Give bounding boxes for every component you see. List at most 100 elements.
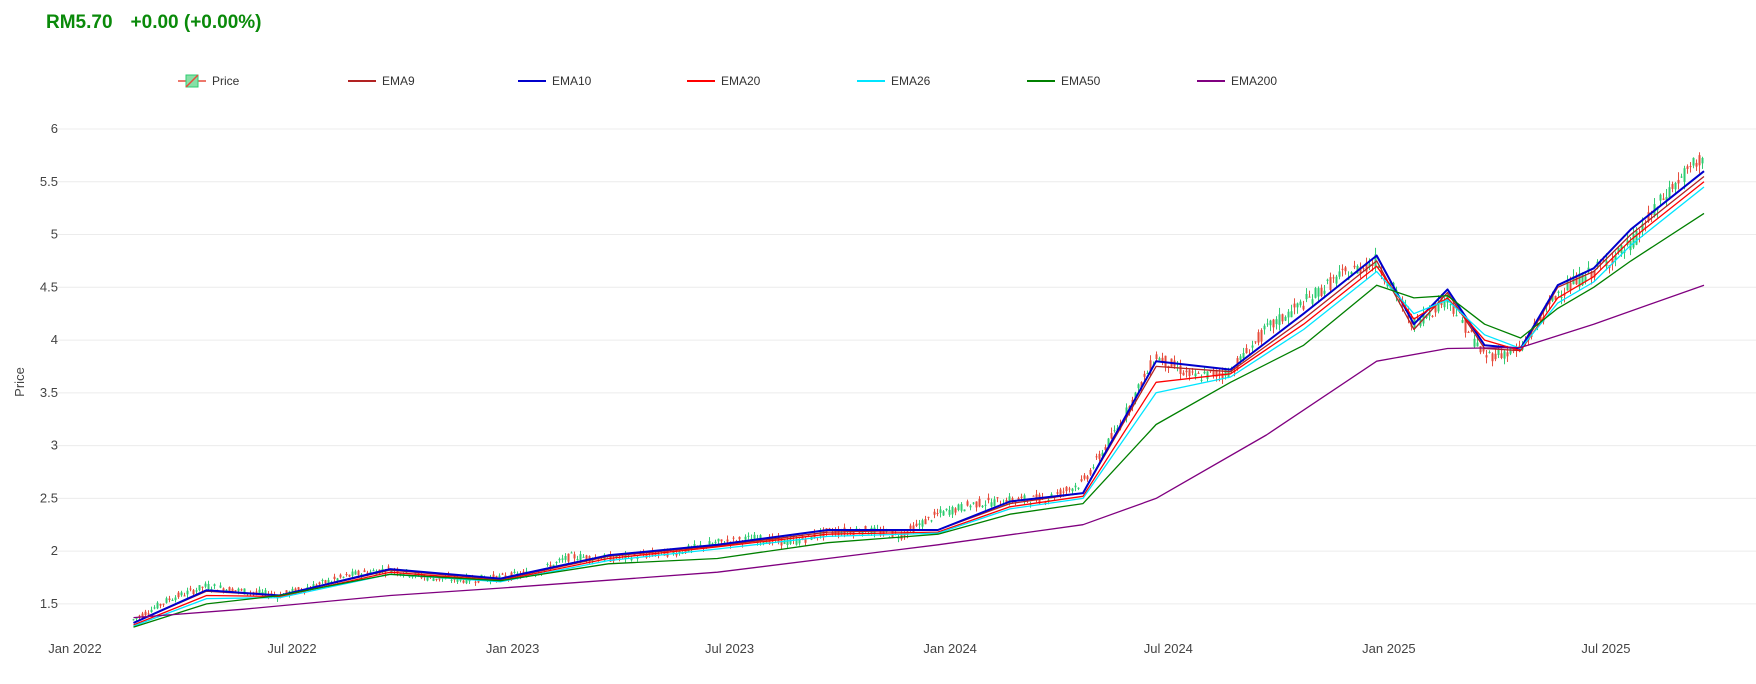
line-legend-icon bbox=[857, 80, 885, 82]
candle-body bbox=[981, 505, 984, 508]
candle-body bbox=[222, 588, 225, 592]
candle-body bbox=[1680, 176, 1683, 178]
candle-body bbox=[579, 554, 582, 561]
candle-body bbox=[1284, 316, 1287, 321]
candle-body bbox=[1179, 365, 1182, 374]
legend-label: EMA10 bbox=[552, 74, 592, 88]
candle-body bbox=[234, 590, 237, 592]
candle-body bbox=[1149, 360, 1152, 373]
candle-body bbox=[1032, 495, 1035, 497]
candle-body bbox=[354, 571, 357, 575]
candle-body bbox=[1047, 499, 1050, 501]
candle-body bbox=[1083, 475, 1086, 479]
y-axis-label: Price bbox=[12, 367, 27, 397]
candle-body bbox=[498, 575, 501, 578]
candle-body bbox=[1092, 467, 1095, 469]
candle-body bbox=[786, 539, 789, 545]
candle-body bbox=[336, 578, 339, 581]
candle-body bbox=[1296, 303, 1299, 308]
candle-body bbox=[1359, 267, 1362, 274]
y-tick-label: 4 bbox=[51, 332, 58, 347]
candle-body bbox=[1389, 281, 1392, 288]
candle-body bbox=[255, 591, 258, 593]
candle-body bbox=[1506, 352, 1509, 357]
candle-body bbox=[1578, 273, 1581, 287]
legend-label: EMA9 bbox=[382, 74, 415, 88]
candle-body bbox=[513, 571, 516, 573]
candle-body bbox=[450, 579, 453, 581]
candle-body bbox=[555, 562, 558, 564]
candle-body bbox=[1482, 347, 1485, 352]
candle-body bbox=[939, 509, 942, 513]
candle-body bbox=[1290, 311, 1293, 318]
candle-body bbox=[522, 571, 525, 573]
candle-body bbox=[582, 556, 585, 558]
legend-label: EMA20 bbox=[721, 74, 761, 88]
legend-item-ema200[interactable]: EMA200 bbox=[1197, 74, 1277, 88]
candle-body bbox=[1470, 330, 1473, 332]
legend-item-ema9[interactable]: EMA9 bbox=[348, 74, 415, 88]
candle-body bbox=[732, 537, 735, 539]
candle-body bbox=[435, 578, 438, 580]
candle-body bbox=[1206, 371, 1209, 379]
candle-body bbox=[1353, 265, 1356, 268]
candle-body bbox=[1479, 346, 1482, 353]
candle-body bbox=[558, 558, 561, 561]
candle-body bbox=[1044, 502, 1047, 504]
candle-body bbox=[1362, 268, 1365, 270]
candle-body bbox=[1554, 295, 1557, 300]
legend-item-ema26[interactable]: EMA26 bbox=[857, 74, 930, 88]
x-tick-label: Jan 2024 bbox=[923, 641, 977, 656]
candle-body bbox=[1146, 372, 1149, 374]
candle-body bbox=[897, 537, 900, 539]
x-tick-label: Jan 2022 bbox=[48, 641, 102, 656]
candle-body bbox=[1074, 485, 1077, 488]
candle-body bbox=[363, 570, 366, 572]
legend-item-price[interactable]: Price bbox=[178, 74, 239, 88]
candle-body bbox=[1254, 341, 1257, 343]
candle-body bbox=[630, 557, 633, 561]
candle-body bbox=[1569, 282, 1572, 291]
candle-body bbox=[264, 590, 267, 594]
candle-body bbox=[1674, 183, 1677, 190]
candle-body bbox=[1497, 349, 1500, 355]
candle-body bbox=[831, 531, 834, 534]
candle-body bbox=[324, 580, 327, 584]
legend-item-ema50[interactable]: EMA50 bbox=[1027, 74, 1100, 88]
candle-body bbox=[1203, 371, 1206, 374]
candle-body bbox=[291, 588, 294, 594]
candle-body bbox=[1548, 301, 1551, 305]
candle-body bbox=[474, 581, 477, 583]
candle-body bbox=[972, 502, 975, 504]
candle-body bbox=[231, 588, 234, 593]
candle-body bbox=[1503, 351, 1506, 359]
candle-body bbox=[801, 536, 804, 540]
legend-item-ema20[interactable]: EMA20 bbox=[687, 74, 760, 88]
candle-body bbox=[1686, 166, 1689, 169]
candle-body bbox=[864, 525, 867, 532]
candle-body bbox=[933, 511, 936, 515]
candle-body bbox=[1056, 492, 1059, 494]
candle-body bbox=[1107, 438, 1110, 447]
candle-body bbox=[963, 509, 966, 512]
line-legend-icon bbox=[348, 80, 376, 82]
candle-body bbox=[1065, 486, 1068, 492]
candle-body bbox=[1494, 353, 1497, 360]
candle-body bbox=[1095, 456, 1098, 458]
candle-body bbox=[564, 556, 567, 560]
line-legend-icon bbox=[687, 80, 715, 82]
candle-body bbox=[852, 530, 855, 535]
y-tick-label: 3.5 bbox=[40, 385, 58, 400]
candle-body bbox=[1182, 372, 1185, 376]
legend-item-ema10[interactable]: EMA10 bbox=[518, 74, 591, 88]
candle-body bbox=[1473, 338, 1476, 347]
candle-body bbox=[675, 553, 678, 556]
candle-body bbox=[177, 592, 180, 598]
candle-body bbox=[1452, 304, 1455, 314]
candle-body bbox=[1434, 303, 1437, 313]
ema-lines bbox=[133, 170, 1705, 628]
candle-body bbox=[417, 572, 420, 575]
candle-body bbox=[1461, 319, 1464, 323]
candle-body bbox=[1659, 194, 1662, 201]
candle-body bbox=[1488, 352, 1491, 354]
